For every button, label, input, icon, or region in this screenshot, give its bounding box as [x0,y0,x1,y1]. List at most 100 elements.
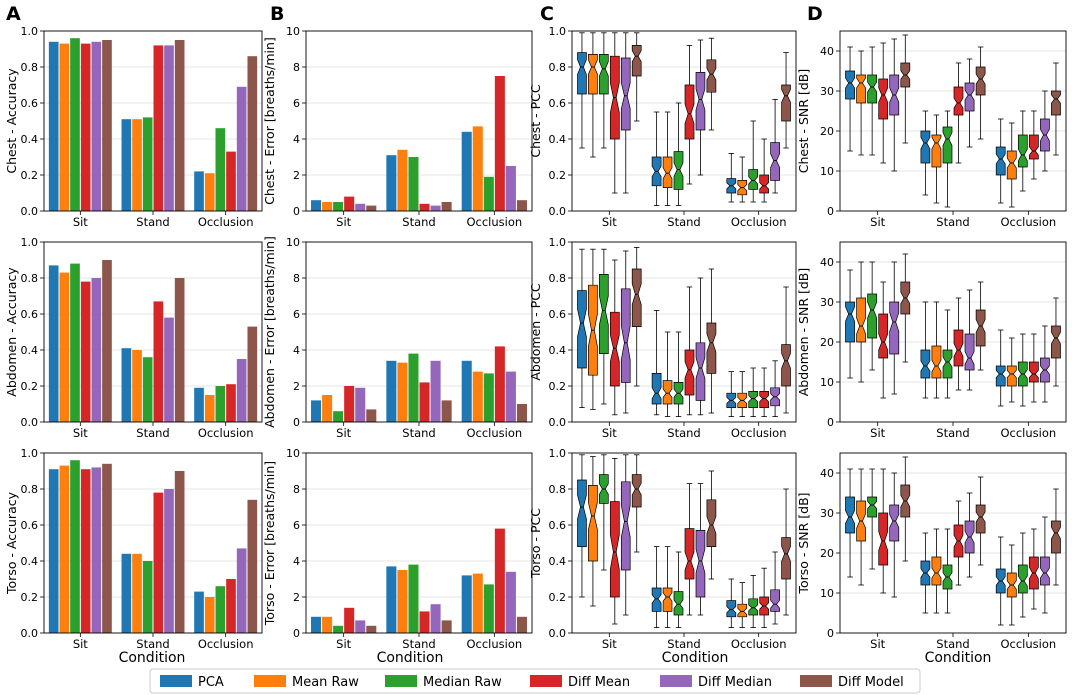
bar-median-raw-sit [70,263,80,422]
bar-diff-mean-sit [344,386,355,422]
bar-median-raw-stand [142,357,153,422]
legend: PCA Mean Raw Median Raw Diff Mean Diff M… [149,668,921,694]
box-pca-sit [845,70,855,100]
subplot-c-abdomen: 0.0 0.2 0.4 0.6 0.8 1.0 Abdomen - PCC Sit Stand O… [528,236,797,440]
y-tick-label: 2 [293,380,300,393]
box-pca-stand [651,373,662,405]
box-pca-sit [577,479,587,547]
bar-mean-raw-stand [397,149,408,211]
x-tick-label-occlusion: Occlusion [1000,426,1056,440]
legend-label-mean-raw: Mean Raw [292,675,359,690]
subplot-b-torso: 0 2 4 6 8 10 Torso - Error [breaths/min] Sit Sta… [262,447,533,651]
x-tick-label-occlusion: Occlusion [731,637,787,651]
bar-mean-raw-sit [59,465,70,633]
y-tick-label: 10 [820,376,834,389]
box-mean-raw-stand [662,156,673,188]
y-tick-label: 2 [293,169,300,182]
bar-diff-mean-stand [153,492,164,633]
y-tick-label: 0.0 [21,416,39,429]
box-diff-median-sit [620,481,631,571]
x-tick-label-stand: Stand [667,426,700,440]
box-diff-median-sit [889,504,900,542]
box-pca-sit [577,52,587,95]
bar-diff-mean-sit [80,43,91,211]
box-diff-model-occlusion [1051,90,1061,116]
bar-diff-median-occlusion [236,359,247,422]
bar-diff-median-stand [164,45,174,212]
box-diff-median-stand [695,530,706,598]
bar-diff-model-sit [102,40,112,211]
x-tick-label-stand: Stand [136,215,169,229]
x-tick-label-sit: Sit [336,215,351,229]
bar-diff-median-stand [164,489,174,633]
bar-diff-median-stand [430,604,441,633]
subplot-a-chest: 0.0 0.2 0.4 0.6 0.8 1.0 Chest - Accuracy Sit Sta… [4,25,263,229]
axes-frame [43,241,263,423]
y-tick-label: 0.4 [21,344,39,357]
x-tick-label-sit: Sit [870,637,885,651]
subplot-d-chest: 0 10 20 30 40 Chest - SNR [dB] Sit Stand Occlusi… [796,30,1067,229]
bar-diff-mean-occlusion [226,151,236,211]
y-tick-label: 1.0 [21,25,39,38]
box-diff-model-sit [631,268,642,327]
bar-diff-median-stand [430,205,441,211]
box-mean-raw-stand [931,134,942,168]
x-tick-label-occlusion: Occlusion [1000,637,1056,651]
box-diff-model-stand [706,322,717,374]
bar-mean-raw-stand [397,570,408,633]
x-tick-label-occlusion: Occlusion [466,215,522,229]
bar-diff-mean-sit [344,196,355,211]
box-median-raw-sit [867,74,878,104]
y-tick-label: 0 [293,627,300,640]
bar-diff-model-sit [366,625,377,633]
x-tick-label-occlusion: Occlusion [1000,215,1056,229]
bar-pca-occlusion [194,591,204,633]
y-axis-label: Abdomen - PCC [528,283,543,381]
box-diff-model-occlusion [1051,520,1061,554]
box-mean-raw-stand [662,380,673,405]
bar-diff-mean-occlusion [226,384,236,422]
bar-mean-raw-occlusion [204,395,215,422]
bar-median-raw-sit [70,460,80,633]
bar-median-raw-sit [333,202,344,211]
box-diff-model-sit [631,45,642,77]
subplot-b-abdomen: 0 2 4 6 8 10 Abdomen - Error [breaths/min] Sit S… [262,236,533,440]
subplot-d-torso: 0 10 20 30 40 Torso - SNR [dB] Sit Stand Occlusi… [796,452,1067,651]
y-tick-label: 0.0 [549,205,567,218]
subplot-c-torso: 0.0 0.2 0.4 0.6 0.8 1.0 Torso - PCC Sit Stand Occ… [528,447,797,651]
legend-label-diff-model: Diff Model [838,675,904,690]
y-axis-label: Chest - PCC [528,84,543,157]
bar-diff-model-occlusion [247,326,258,422]
box-mean-raw-sit [588,485,598,562]
box-diff-model-stand [706,59,717,93]
y-tick-label: 0 [293,205,300,218]
bar-diff-median-sit [355,387,366,422]
x-tick-label-stand: Stand [402,426,435,440]
box-diff-median-stand [964,82,975,112]
y-tick-label: 6 [293,519,300,532]
axes-frame [571,30,797,212]
x-tick-label-sit: Sit [73,426,88,440]
box-diff-mean-sit [878,512,889,566]
box-diff-median-occlusion [770,589,780,612]
bar-mean-raw-sit [59,272,70,422]
x-tick-label-sit: Sit [870,215,885,229]
y-tick-label: 0.6 [21,308,39,321]
bar-diff-median-sit [91,467,102,633]
x-tick-label-occlusion: Occlusion [198,426,254,440]
y-axis-label: Torso - Accuracy [4,491,19,595]
bar-pca-occlusion [461,360,472,422]
box-diff-mean-sit [609,501,620,598]
y-tick-label: 0.4 [549,555,567,568]
y-tick-label: 0.8 [549,61,567,74]
bar-pca-sit [311,616,322,633]
x-tick-label-sit: Sit [73,215,88,229]
bar-median-raw-stand [408,564,419,633]
y-tick-label: 10 [820,587,834,600]
box-pca-occlusion [995,146,1006,176]
bar-median-raw-stand [142,561,153,633]
legend-swatch-mean-raw [254,675,286,687]
bar-diff-median-sit [91,278,102,422]
box-diff-mean-stand [684,349,695,396]
